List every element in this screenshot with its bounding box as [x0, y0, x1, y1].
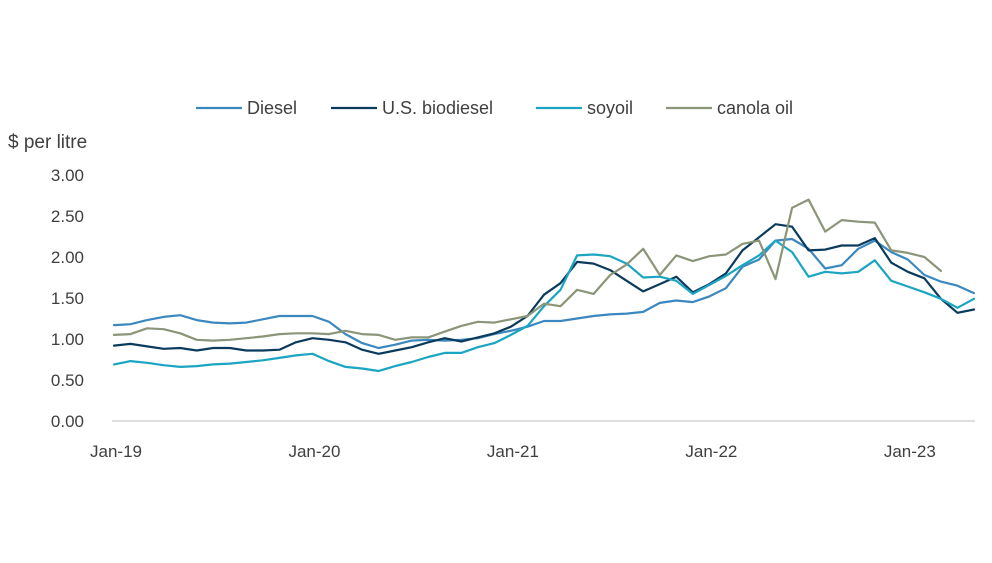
- y-tick-label: 0.50: [51, 371, 84, 390]
- y-axis-label: $ per litre: [8, 132, 87, 153]
- legend-label: canola oil: [717, 98, 793, 118]
- legend-label: U.S. biodiesel: [382, 98, 493, 118]
- series-line-soyoil: [112, 239, 976, 373]
- x-tick-label: Jan-21: [487, 442, 539, 461]
- legend-label: soyoil: [587, 98, 633, 118]
- x-tick-label: Jan-22: [685, 442, 737, 461]
- x-tick-label: Jan-20: [288, 442, 340, 461]
- y-tick-label: 1.00: [51, 330, 84, 349]
- y-tick-label: 1.50: [51, 289, 84, 308]
- x-tick-label: Jan-19: [90, 442, 142, 461]
- x-tick-label: Jan-23: [884, 442, 936, 461]
- series-lines: [112, 198, 976, 373]
- y-tick-label: 3.00: [51, 166, 84, 185]
- series-line-canola-oil: [112, 198, 943, 342]
- series-line-diesel: [112, 237, 976, 350]
- series-line-u-s-biodiesel: [112, 223, 976, 355]
- legend-label: Diesel: [247, 98, 297, 118]
- y-tick-label: 2.00: [51, 248, 84, 267]
- y-tick-label: 2.50: [51, 207, 84, 226]
- y-axis-ticks: 0.00 0.50 1.00 1.50 2.00 2.50 3.00: [51, 166, 84, 431]
- legend: Diesel U.S. biodiesel soyoil canola oil: [196, 98, 793, 118]
- x-axis-ticks: Jan-19 Jan-20 Jan-21 Jan-22 Jan-23: [90, 442, 936, 461]
- y-tick-label: 0.00: [51, 412, 84, 431]
